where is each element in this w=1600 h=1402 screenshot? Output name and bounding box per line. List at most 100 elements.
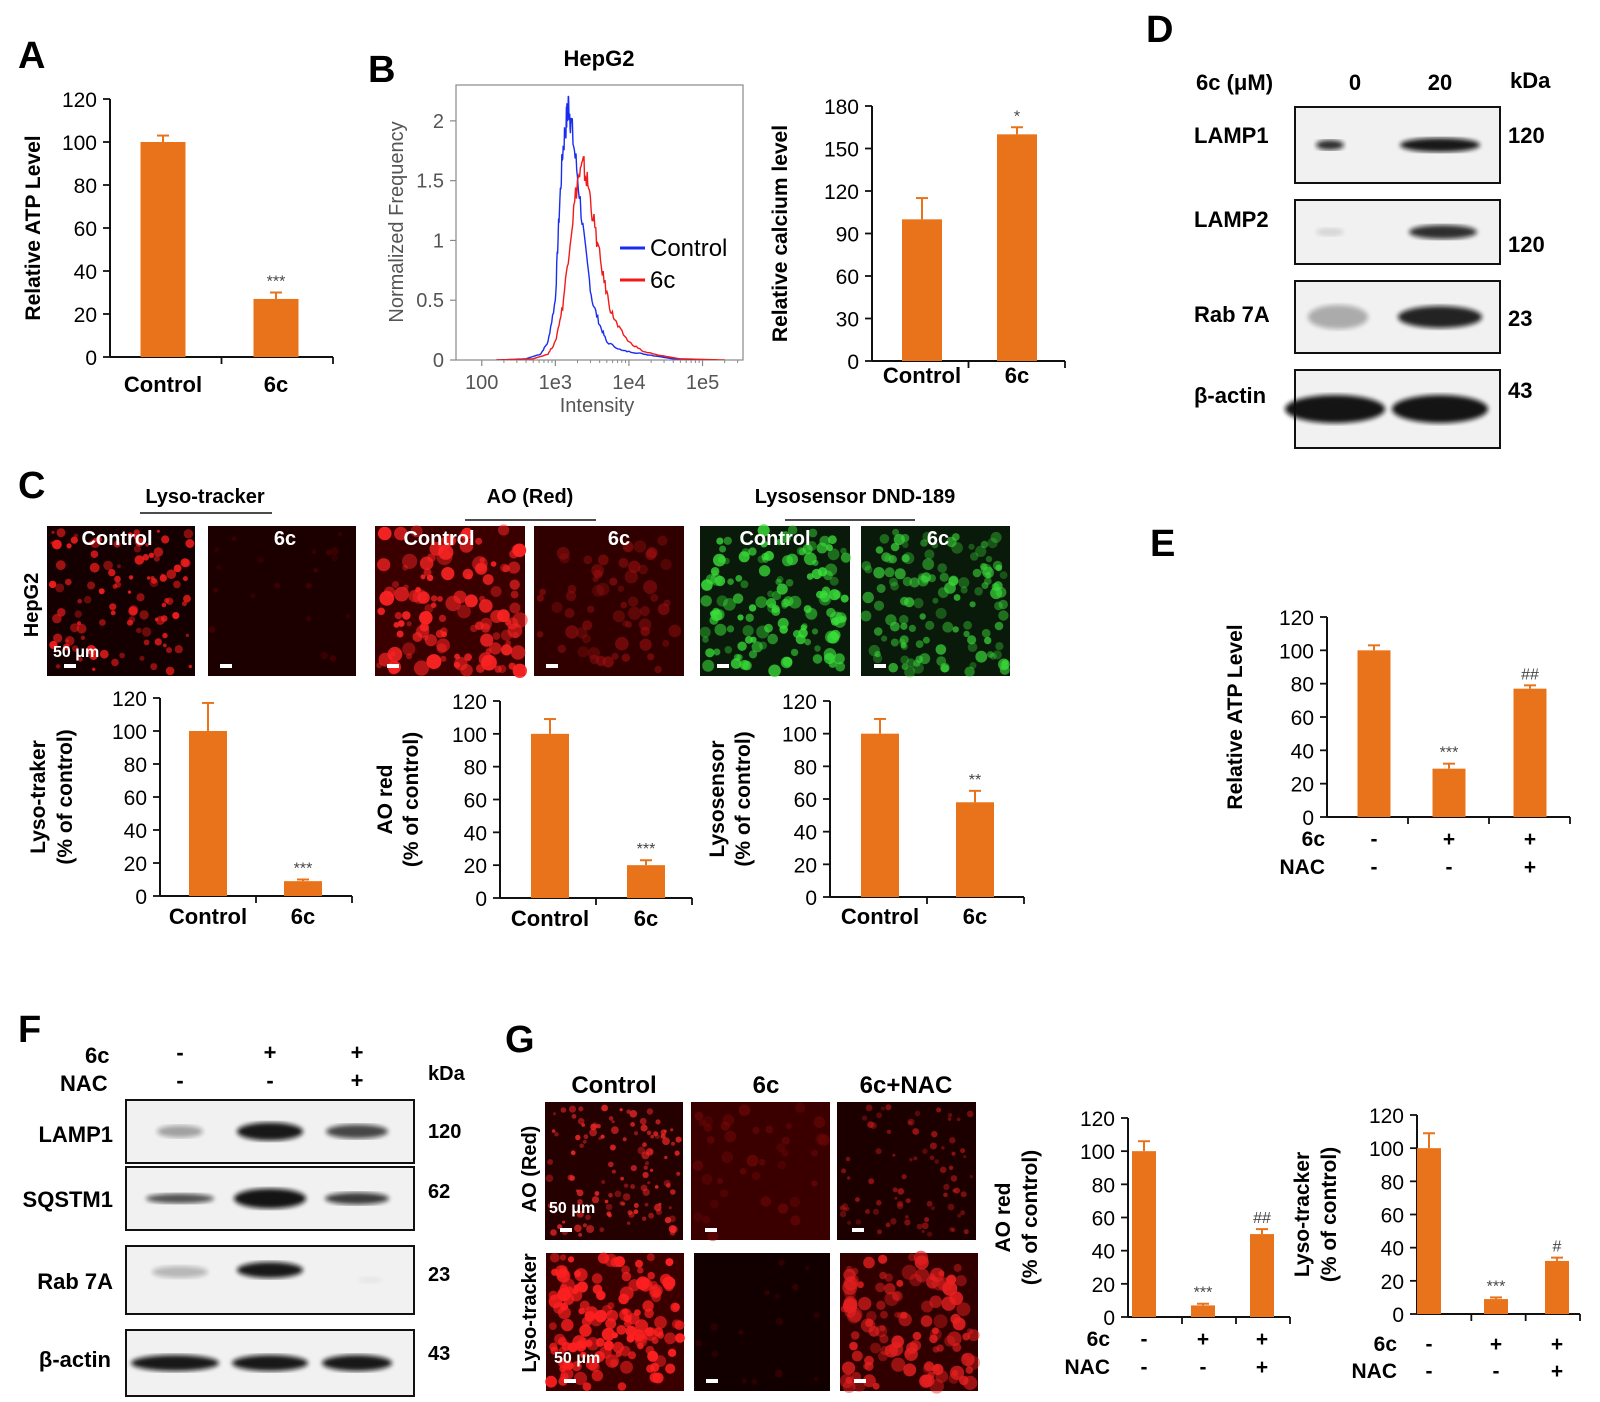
cell-dot [595,1337,605,1347]
cell-dot [823,570,833,581]
cell-dot [909,1273,922,1287]
cell-dot [994,601,1003,611]
blot-kda-value: 43 [428,1343,450,1365]
cell-dot [664,1282,674,1292]
cell-dot [128,606,138,616]
blot-band [1392,395,1488,423]
cell-dot [618,557,629,568]
blot-band [157,1125,203,1138]
cell-dot [142,554,150,561]
cell-dot [559,1360,568,1369]
cell-dot [968,543,975,550]
y-tick-label: 120 [1369,1105,1404,1128]
micrograph-background [837,1102,976,1240]
cell-dot [182,576,188,582]
cell-dot [51,530,55,535]
cell-dot [135,537,144,547]
cell-dot [545,1174,554,1183]
micro-label-control: Control [81,528,152,550]
cell-dot [427,553,436,562]
cell-dot [87,581,96,590]
cell-dot [376,662,382,669]
cell-dot [614,1190,622,1198]
cell-dot [912,1128,920,1135]
cell-dot [48,580,57,589]
bar [189,731,227,896]
cell-dot [62,643,70,651]
cell-dot [868,1178,875,1185]
cell-dot [864,565,873,574]
scale-bar [854,1379,866,1383]
cell-dot [868,644,880,657]
cell-dot [551,1210,556,1215]
treatment-mark: - [1141,1328,1148,1351]
cell-dot [878,1254,888,1264]
cell-dot [616,1325,627,1335]
cell-dot [803,552,817,566]
cell-dot [909,1340,922,1352]
cell-dot [967,635,977,645]
cell-dot [397,620,405,627]
y-axis-label: (% of control) [54,729,77,864]
y-axis-label: (% of control) [400,732,423,867]
cell-dot [583,1134,589,1140]
scale-bar [564,1379,576,1383]
cell-dot [698,1119,706,1127]
treatment-label: 6c [1302,828,1326,851]
cell-dot [637,1267,644,1274]
bar [140,142,186,357]
cell-dot [789,1196,801,1208]
cell-dot [173,580,181,589]
y-tick-label: 120 [112,688,147,711]
cell-dot [624,570,638,584]
cell-dot [587,647,600,660]
cell-dot [872,653,883,664]
micrograph-g-ao-control [545,1102,683,1240]
cell-dot [840,594,849,603]
cell-dot [835,612,847,624]
cell-dot [933,1314,948,1329]
cell-dot [143,639,150,646]
chart-g-lysotracker: 0 20 40 60 80 100 120 *** #6c - + + NAC - - + Lyso-track… [1291,1105,1581,1383]
cell-dot [498,524,510,536]
cell-dot [621,1271,632,1282]
cell-dot [913,598,924,609]
cell-dot [779,531,792,543]
cell-dot [935,1370,949,1383]
cell-dot [843,1207,848,1212]
cell-dot [621,1201,626,1206]
cell-dot [847,1176,851,1180]
cell-dot [396,630,404,638]
row-label-ao-red: AO (Red) [519,1126,541,1213]
cell-dot [650,1134,655,1139]
cell-dot [402,564,408,571]
cell-dot [603,1341,614,1351]
cell-dot [114,581,122,588]
cell-dot [596,1124,601,1129]
cell-dot [598,1252,610,1264]
cell-dot [627,1221,631,1225]
bar [956,802,994,897]
cell-dot [305,582,312,589]
micrograph-g-lyso-6c-nac [839,1250,981,1394]
cell-dot [394,526,408,541]
cell-dot [885,1104,892,1111]
panel-d-blot: 6c (μM) 0 20 kDa LAMP1 120 LAMP2 120 Rab 7A 2… [1194,68,1551,449]
cell-dot [536,631,544,638]
cell-dot [90,550,99,558]
cell-dot [851,1350,863,1362]
cell-dot [919,653,931,665]
blot-row-label: β-actin [1194,383,1266,408]
cell-dot [74,610,82,618]
treatment-mark: - [1493,1360,1500,1383]
x-tick-label: 1e5 [686,372,719,394]
cell-dot [668,624,682,638]
cell-dot [99,649,109,659]
cell-dot [995,564,1003,572]
significance-label: *** [637,841,656,858]
chart-c-lysosensor: 0 20 40 60 80 100 120 ** Control 6c Lysosensor (% o… [706,691,1025,929]
y-tick-label: 80 [794,756,817,779]
y-tick-label: 80 [1381,1171,1404,1194]
blot-row-label: Rab 7A [1194,302,1270,327]
cell-dot [884,553,894,564]
